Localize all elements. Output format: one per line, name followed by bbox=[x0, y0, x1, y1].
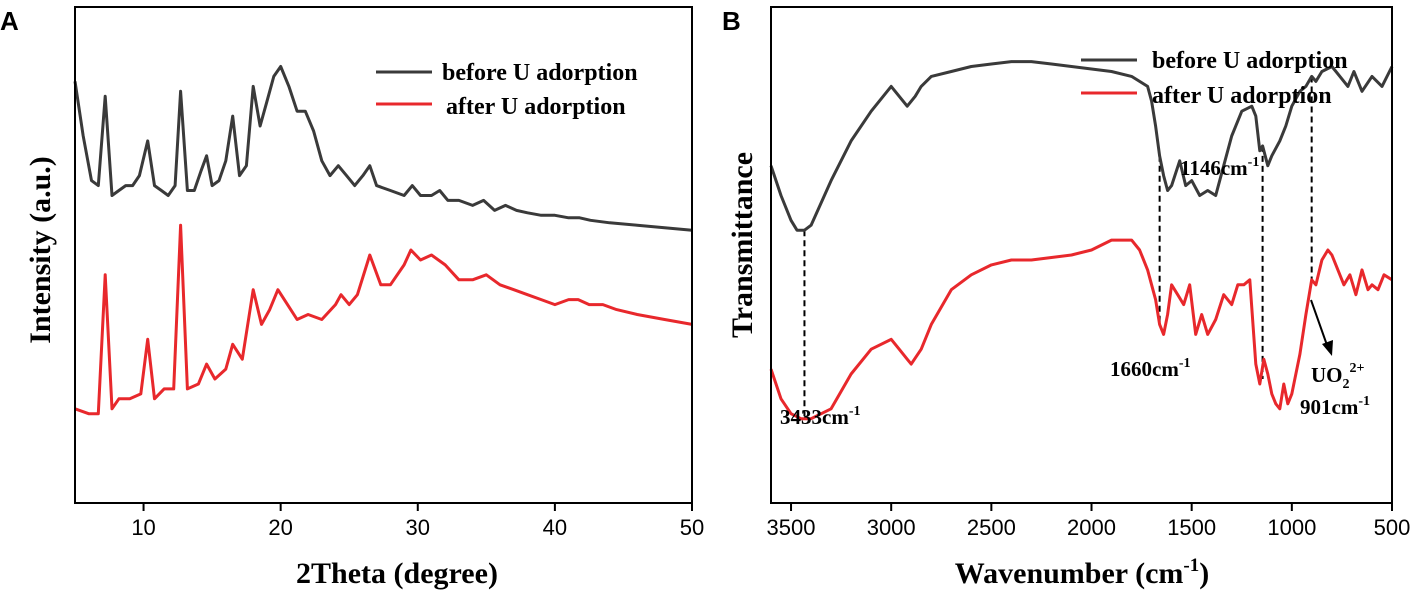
annotation-3433: 3433cm-1 bbox=[780, 404, 861, 429]
panel-b-series bbox=[769, 60, 1394, 421]
annotation-uranyl-sup: 2+ bbox=[1350, 361, 1365, 376]
panel-b: B 3500 3000 2500 2000 1500 1000 500 Wavenumber… bbox=[722, 6, 1410, 590]
panel-b-x-axis-title-sup: -1 bbox=[1183, 555, 1199, 576]
annotation-3433-text: 3433cm bbox=[780, 405, 849, 429]
panel-b-peak-guides bbox=[803, 76, 1313, 419]
annotation-1660-sup: -1 bbox=[1179, 356, 1191, 371]
panel-b-x-tick-label: 3000 bbox=[867, 515, 916, 540]
annotation-uranyl-text: UO bbox=[1311, 363, 1343, 387]
panel-b-series-after-line bbox=[769, 238, 1393, 421]
annotation-901-sup: -1 bbox=[1358, 394, 1370, 409]
annotation-1660: 1660cm-1 bbox=[1110, 356, 1191, 381]
annotation-1660-text: 1660cm bbox=[1110, 357, 1179, 381]
panel-a-series-before-line bbox=[73, 65, 693, 232]
uranyl-arrow-head bbox=[1322, 340, 1333, 356]
panel-b-series-before-line bbox=[769, 60, 1394, 232]
panel-a-series bbox=[73, 65, 693, 416]
panel-a-label: A bbox=[0, 6, 19, 36]
annotation-3433-sup: -1 bbox=[849, 404, 861, 419]
panel-b-x-tick-label: 500 bbox=[1374, 515, 1411, 540]
panel-a-x-tick-label: 20 bbox=[268, 515, 292, 540]
panel-b-x-axis-title-suffix: ) bbox=[1199, 557, 1209, 590]
panel-b-legend: before U adorption after U adorption bbox=[1081, 48, 1348, 109]
panel-a-x-tick-label: 40 bbox=[543, 515, 567, 540]
panel-b-x-tick-label: 3500 bbox=[767, 515, 816, 540]
panel-b-y-axis-title: Transmittance bbox=[726, 152, 759, 338]
panel-b-x-tick-label: 2000 bbox=[1067, 515, 1116, 540]
annotation-901: 901cm-1 bbox=[1300, 394, 1370, 419]
annotation-901-text: 901cm bbox=[1300, 395, 1359, 419]
panel-a-legend: before U adorption after U adorption bbox=[376, 60, 638, 120]
annotation-1146-sup: -1 bbox=[1248, 155, 1260, 170]
panel-b-label: B bbox=[722, 6, 741, 36]
panel-b-annotations: 3433cm-1 1660cm-1 1146cm-1 UO22+ 901cm-1 bbox=[780, 155, 1370, 429]
panel-b-x-tick-label: 1500 bbox=[1167, 515, 1216, 540]
panel-a-frame bbox=[74, 6, 693, 504]
annotation-uranyl-sub: 2 bbox=[1343, 377, 1350, 392]
panel-a-x-axis-title: 2Theta (degree) bbox=[296, 557, 498, 590]
panel-b-x-ticks: 3500 3000 2500 2000 1500 1000 500 bbox=[767, 503, 1411, 540]
panel-b-legend-label-after: after U adorption bbox=[1152, 83, 1332, 109]
panel-b-x-tick-label: 1000 bbox=[1267, 515, 1316, 540]
panel-b-x-axis-title-main: Wavenumber (cm bbox=[955, 557, 1184, 590]
panel-a-x-tick-label: 50 bbox=[680, 515, 704, 540]
annotation-1146: 1146cm-1 bbox=[1180, 155, 1259, 180]
annotation-1146-text: 1146cm bbox=[1180, 156, 1248, 180]
panel-a-x-tick-label: 10 bbox=[131, 515, 155, 540]
panel-a-legend-label-before: before U adorption bbox=[442, 60, 638, 86]
panel-a-series-after-line bbox=[74, 223, 693, 416]
panel-b-legend-label-before: before U adorption bbox=[1152, 48, 1348, 74]
panel-a-y-axis-title: Intensity (a.u.) bbox=[24, 156, 57, 344]
uranyl-arrow-shaft bbox=[1310, 299, 1329, 349]
panel-a-x-tick-label: 30 bbox=[406, 515, 430, 540]
panel-a: A 10 20 30 40 50 2Theta (degree) Intensity (… bbox=[0, 6, 704, 590]
panel-a-x-ticks: 10 20 30 40 50 bbox=[131, 503, 704, 540]
panel-b-x-axis-title: Wavenumber (cm-1) bbox=[955, 555, 1209, 590]
annotation-uranyl: UO22+ bbox=[1311, 361, 1365, 392]
panel-b-x-tick-label: 2500 bbox=[967, 515, 1016, 540]
panel-a-legend-label-after: after U adorption bbox=[446, 94, 626, 120]
panel-b-frame bbox=[770, 6, 1393, 504]
